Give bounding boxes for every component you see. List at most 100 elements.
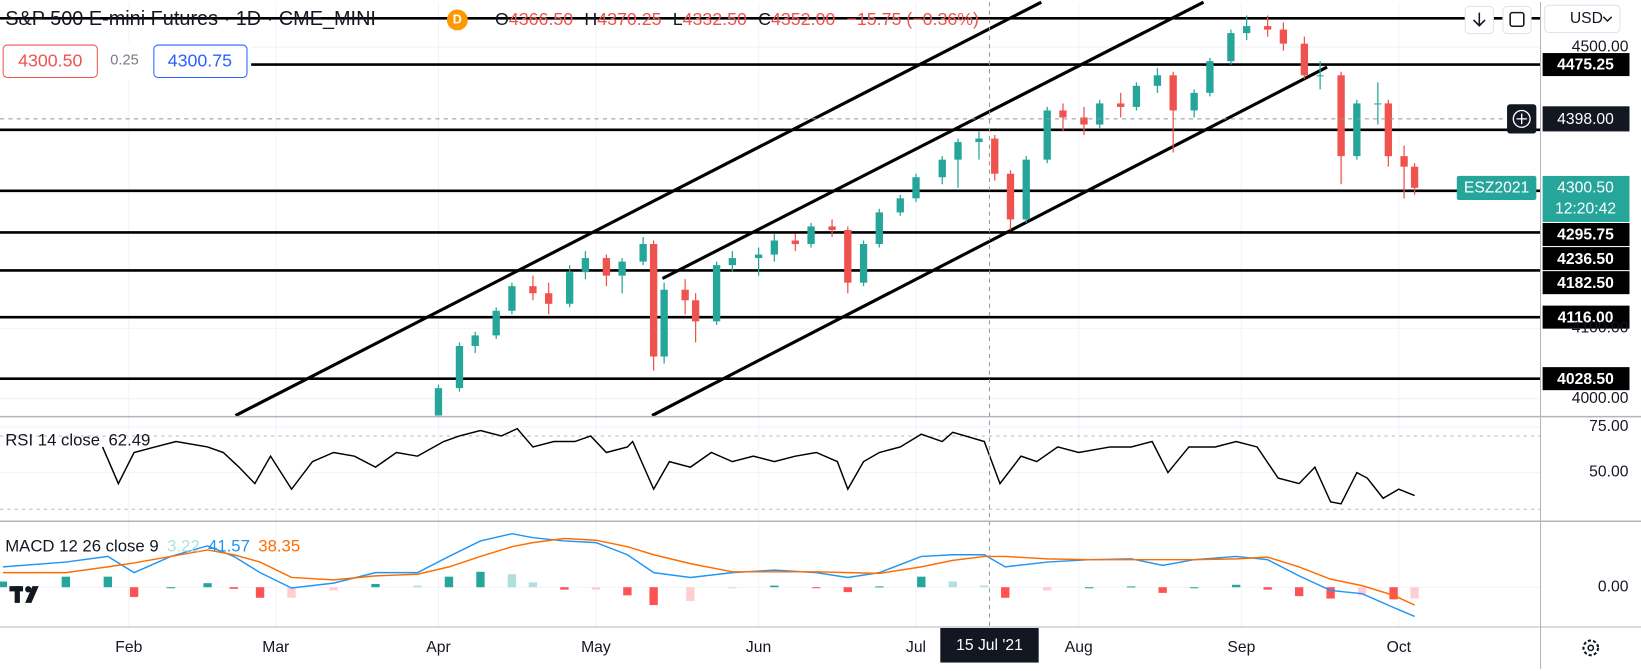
y-tick-label: 4500.00 bbox=[1572, 38, 1629, 55]
histogram-bar bbox=[371, 583, 380, 588]
settings-icon[interactable] bbox=[1582, 639, 1600, 657]
candle-body bbox=[754, 254, 763, 259]
candle-body bbox=[1190, 92, 1198, 111]
candle-body bbox=[1153, 75, 1162, 86]
level-label: 4182.50 bbox=[1557, 275, 1614, 292]
x-tick-label: Aug bbox=[1065, 639, 1093, 656]
histogram-bar bbox=[528, 582, 538, 588]
y-tick-label: 4000.00 bbox=[1572, 390, 1629, 407]
x-tick-label: Sep bbox=[1227, 639, 1255, 656]
x-tick-label: Feb bbox=[115, 639, 142, 656]
histogram-bar bbox=[0, 581, 8, 588]
candle-body bbox=[508, 286, 516, 311]
histogram-bar bbox=[203, 583, 212, 588]
add-icon[interactable] bbox=[1516, 113, 1527, 125]
candle-body bbox=[1337, 75, 1345, 157]
histogram-bar bbox=[413, 585, 422, 588]
logo bbox=[9, 586, 39, 603]
add-icon[interactable] bbox=[1512, 109, 1531, 128]
histogram-bar bbox=[129, 587, 139, 597]
y-tick-label: 75.00 bbox=[1589, 418, 1629, 435]
histogram-bar bbox=[444, 576, 454, 588]
candle-body bbox=[1384, 103, 1393, 157]
last-price: 4300.50 bbox=[1557, 180, 1614, 197]
candle-body bbox=[649, 244, 658, 357]
crosshair-price-box bbox=[1542, 106, 1630, 132]
indicator-legend: RSI 14 close 62.49 bbox=[5, 431, 150, 450]
sell-button[interactable] bbox=[2, 44, 98, 79]
fullscreen-button[interactable] bbox=[1502, 5, 1532, 35]
ohlc-label: H bbox=[584, 9, 597, 29]
symbol-title[interactable]: S&P 500 E-mini Futures · 1D · CME_MINI bbox=[5, 8, 376, 30]
candle-body bbox=[770, 240, 778, 255]
candle-body bbox=[975, 138, 983, 143]
histogram-bar bbox=[229, 587, 238, 589]
badge-text: D bbox=[453, 12, 462, 26]
plot: RSI 14 close 62.49 MACD 12 26 close 9 3.22 4… bbox=[0, 15, 1419, 618]
histogram-bar bbox=[1410, 587, 1419, 599]
spread: 0.25 bbox=[110, 53, 139, 69]
ohlc-change: −15.75 (−0.36%) bbox=[846, 9, 978, 29]
candle-body bbox=[1400, 156, 1408, 167]
histogram-bar bbox=[103, 576, 113, 588]
candle-body bbox=[1263, 26, 1272, 30]
x-tick-label: May bbox=[581, 639, 611, 656]
candle-body bbox=[1043, 110, 1051, 160]
currency-button[interactable] bbox=[1544, 4, 1621, 34]
sell-price[interactable]: 4300.50 bbox=[18, 51, 82, 71]
candle-body bbox=[1132, 85, 1141, 107]
x-tick-label: Apr bbox=[426, 639, 450, 656]
candle-body bbox=[1059, 110, 1067, 118]
channel-line[interactable] bbox=[234, 0, 1043, 417]
last-price-box bbox=[1542, 175, 1630, 222]
logo-part bbox=[25, 586, 32, 593]
histogram-bar bbox=[623, 587, 632, 596]
channel-line[interactable] bbox=[651, 65, 1328, 417]
x-tick-label: Jun bbox=[746, 639, 771, 656]
histogram-bar bbox=[287, 587, 296, 598]
level-label: 4116.00 bbox=[1558, 309, 1614, 326]
histogram-bar bbox=[1189, 587, 1199, 589]
crosshair-price: 4398.00 bbox=[1557, 111, 1614, 128]
level-label: 4236.50 bbox=[1557, 251, 1614, 268]
ohlc-value: 4352.00 bbox=[771, 9, 835, 29]
buy-price[interactable]: 4300.75 bbox=[168, 51, 232, 71]
candle-body bbox=[639, 244, 647, 262]
candle-body bbox=[791, 240, 799, 245]
indicator-title: RSI 14 close bbox=[5, 431, 100, 450]
y-tick-label: 0.00 bbox=[1598, 578, 1629, 595]
candle-body bbox=[471, 335, 479, 346]
ohlc-label: C bbox=[758, 9, 771, 29]
candle-body bbox=[938, 159, 946, 178]
candles bbox=[434, 15, 1419, 416]
level-label-box bbox=[1542, 305, 1630, 329]
candle-body bbox=[896, 198, 904, 213]
candle-body bbox=[455, 345, 464, 389]
level-label-box bbox=[1542, 223, 1630, 247]
histogram-bar bbox=[476, 571, 485, 588]
histogram-bar bbox=[948, 581, 957, 588]
histogram-bar bbox=[329, 587, 338, 591]
candle-body bbox=[1206, 61, 1214, 93]
candle-body bbox=[691, 300, 700, 322]
settings-button[interactable] bbox=[1582, 639, 1600, 657]
channel-line[interactable] bbox=[661, 0, 1205, 280]
level-label-box bbox=[1542, 53, 1630, 77]
candle-body bbox=[1080, 117, 1088, 125]
histogram-bar bbox=[166, 587, 176, 589]
candle-body bbox=[529, 286, 537, 294]
candle-body bbox=[1096, 103, 1104, 125]
candle-body bbox=[681, 289, 689, 301]
indicator-value: 38.35 bbox=[258, 537, 300, 556]
histogram-bar bbox=[1326, 587, 1335, 599]
trend-channels bbox=[234, 0, 1328, 417]
candle-body bbox=[1353, 103, 1361, 157]
overlay: 4475.25 4295.75 4236.50 4182.50 4116.00 4028.… bbox=[0, 2, 1630, 663]
currency[interactable]: USD bbox=[1570, 10, 1603, 27]
level-label: 4028.50 bbox=[1557, 371, 1614, 388]
settings-icon[interactable] bbox=[1587, 644, 1595, 652]
ohlc-label: O bbox=[495, 9, 509, 29]
buy-button[interactable] bbox=[153, 44, 248, 79]
badge bbox=[446, 9, 468, 31]
